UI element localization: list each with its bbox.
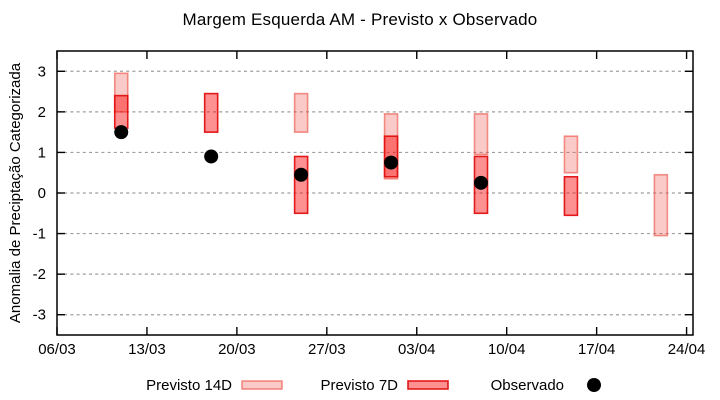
previsto-14d-bar [563,135,579,174]
x-tick-label: 13/03 [128,341,166,358]
x-tick-label: 17/04 [578,341,616,358]
y-tick-label: -3 [33,307,46,324]
x-tick-label: 10/04 [488,341,526,358]
legend-observado-key [587,378,601,392]
x-tick-label: 24/04 [668,341,706,358]
legend-previsto-14d-key [241,380,283,390]
x-tick-label: 06/03 [38,341,76,358]
legend-previsto-14d-label: Previsto 14D [146,377,232,394]
y-tick-label: 2 [38,104,46,121]
x-tick-label: 20/03 [218,341,256,358]
y-axis-label: Anomalia de Preciptação Categorizada [7,62,24,324]
previsto-14d-bar [653,173,669,237]
previsto-14d-bar [293,92,309,133]
y-tick-label: -2 [33,266,46,283]
y-tick-label: 0 [38,185,46,202]
y-tick-label: 1 [38,144,46,161]
y-tick-label: -1 [33,226,46,243]
plot-border [56,50,694,336]
previsto-7d-bar [203,92,219,133]
legend-previsto-7d-label: Previsto 7D [320,377,398,394]
observado-dot [384,155,399,170]
x-tick-label: 27/03 [308,341,346,358]
previsto-7d-bar [113,94,129,129]
chart-title: Margem Esquerda AM - Previsto x Observad… [182,10,538,29]
observado-dot [294,167,309,182]
previsto-7d-bar [563,175,579,217]
x-tick-label: 03/04 [398,341,436,358]
previsto-14d-bar [113,72,129,113]
observado-dot [474,175,488,190]
previsto-14d-bar [473,113,489,156]
observado-dot [114,125,129,140]
legend-observado-label: Observado [491,377,564,394]
legend-previsto-7d-key [407,380,449,390]
previsto-7d-bar [293,155,309,215]
y-tick-label: 3 [38,63,46,80]
observado-dot [204,149,219,164]
